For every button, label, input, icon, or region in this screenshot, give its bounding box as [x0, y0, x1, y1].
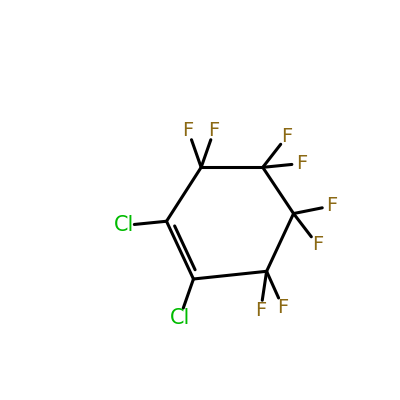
- Text: F: F: [208, 121, 220, 140]
- Text: Cl: Cl: [170, 308, 190, 328]
- Text: F: F: [277, 298, 288, 317]
- Text: F: F: [182, 121, 194, 140]
- Text: F: F: [326, 196, 338, 215]
- Text: F: F: [281, 127, 292, 146]
- Text: Cl: Cl: [114, 216, 134, 236]
- Text: F: F: [296, 154, 308, 173]
- Text: F: F: [255, 301, 266, 320]
- Text: F: F: [312, 235, 323, 254]
